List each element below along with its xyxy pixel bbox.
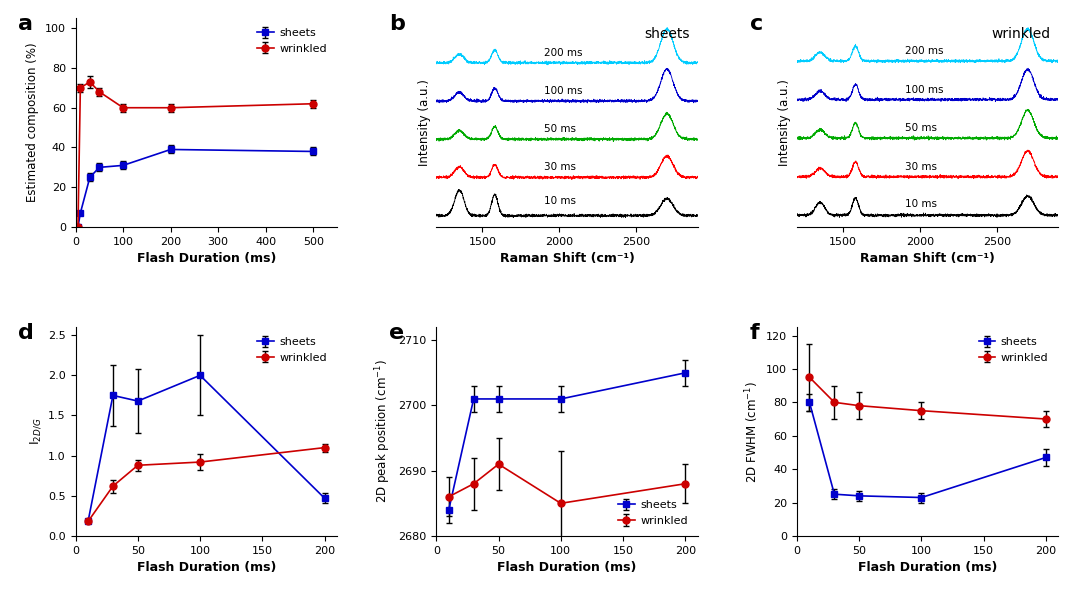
Y-axis label: 2D peak position (cm$^{-1}$): 2D peak position (cm$^{-1}$) (374, 360, 393, 504)
Y-axis label: Estimated composition (%): Estimated composition (%) (26, 43, 39, 202)
Text: e: e (389, 323, 404, 343)
Text: f: f (750, 323, 759, 343)
Y-axis label: 2D FWHM (cm$^{-1}$): 2D FWHM (cm$^{-1}$) (743, 381, 760, 482)
Legend: sheets, wrinkled: sheets, wrinkled (253, 333, 332, 367)
Text: wrinkled: wrinkled (991, 27, 1051, 41)
Text: 100 ms: 100 ms (905, 85, 943, 95)
Text: 200 ms: 200 ms (544, 48, 582, 58)
Text: 10 ms: 10 ms (544, 195, 576, 206)
Text: d: d (18, 323, 33, 343)
Text: 50 ms: 50 ms (544, 124, 576, 135)
Text: sheets: sheets (645, 27, 690, 41)
X-axis label: Flash Duration (ms): Flash Duration (ms) (858, 561, 998, 574)
Legend: sheets, wrinkled: sheets, wrinkled (253, 24, 332, 58)
Text: 30 ms: 30 ms (905, 162, 936, 172)
Y-axis label: Intensity (a.u.): Intensity (a.u.) (779, 79, 792, 166)
Text: 200 ms: 200 ms (905, 46, 943, 56)
Text: a: a (18, 14, 33, 34)
Text: 100 ms: 100 ms (544, 86, 582, 96)
X-axis label: Flash Duration (ms): Flash Duration (ms) (136, 252, 276, 266)
Legend: sheets, wrinkled: sheets, wrinkled (974, 333, 1053, 367)
Y-axis label: I$_{2D/G}$: I$_{2D/G}$ (28, 418, 42, 445)
Y-axis label: Intensity (a.u.): Intensity (a.u.) (418, 79, 431, 166)
Text: 30 ms: 30 ms (544, 162, 576, 172)
X-axis label: Raman Shift (cm⁻¹): Raman Shift (cm⁻¹) (861, 252, 995, 266)
X-axis label: Flash Duration (ms): Flash Duration (ms) (136, 561, 276, 574)
Text: b: b (389, 14, 405, 34)
Text: c: c (750, 14, 764, 34)
X-axis label: Raman Shift (cm⁻¹): Raman Shift (cm⁻¹) (500, 252, 634, 266)
Text: 50 ms: 50 ms (905, 123, 936, 133)
Text: 10 ms: 10 ms (905, 199, 936, 209)
X-axis label: Flash Duration (ms): Flash Duration (ms) (497, 561, 637, 574)
Legend: sheets, wrinkled: sheets, wrinkled (613, 496, 692, 530)
